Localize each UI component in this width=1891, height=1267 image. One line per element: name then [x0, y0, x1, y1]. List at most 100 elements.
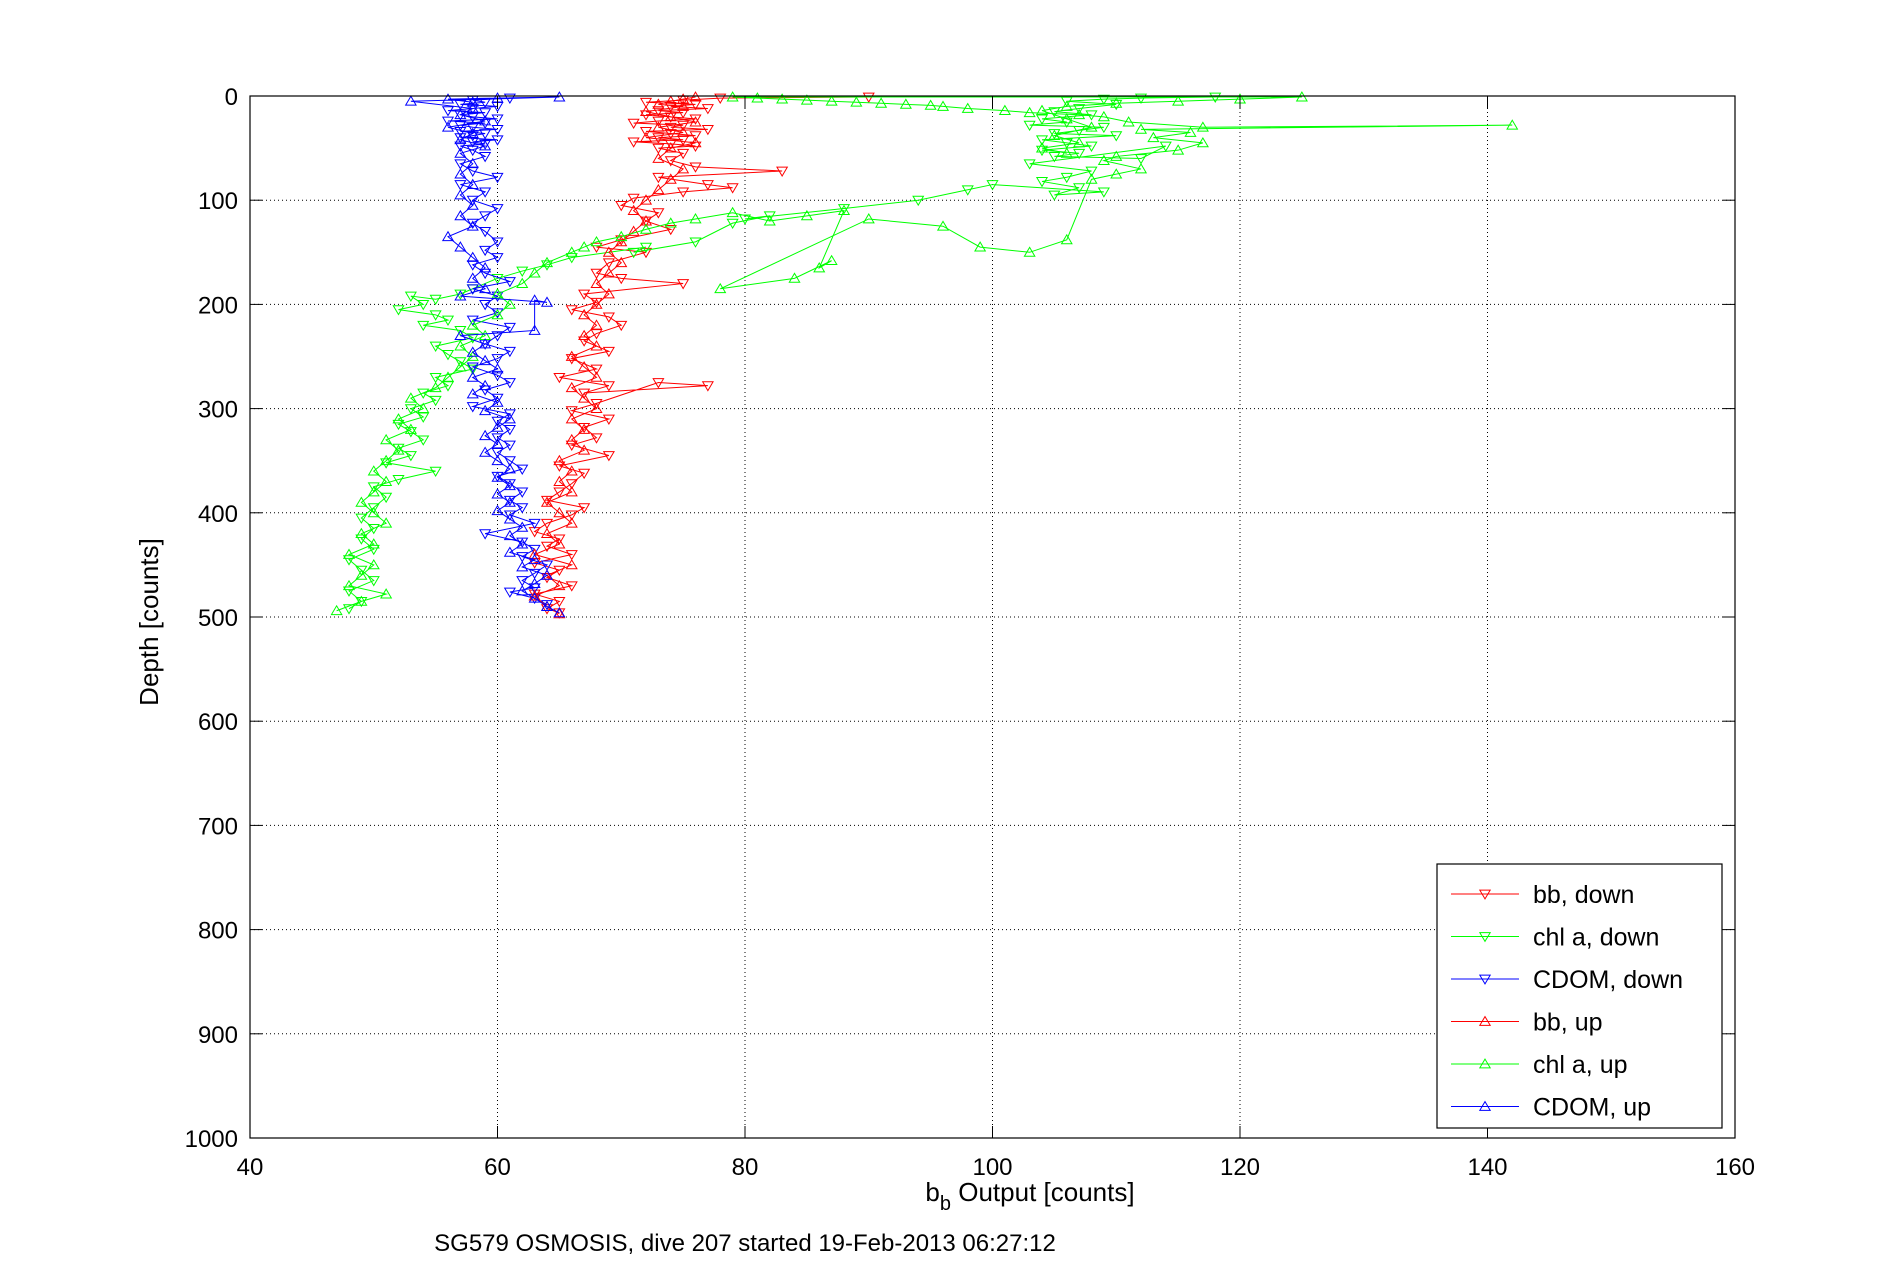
- data-point: [503, 479, 516, 491]
- data-point: [590, 298, 603, 309]
- data-point: [367, 538, 380, 549]
- data-point: [441, 93, 455, 104]
- data-point: [1048, 107, 1061, 118]
- data-point: [516, 585, 529, 596]
- y-axis-label: Depth [counts]: [134, 538, 164, 706]
- data-point: [998, 104, 1011, 115]
- data-point: [578, 241, 591, 252]
- data-point: [565, 479, 578, 490]
- data-point: [479, 129, 492, 140]
- data-point: [639, 223, 653, 234]
- data-point: [714, 93, 727, 105]
- data-point: [429, 294, 442, 306]
- data-point: [429, 341, 442, 353]
- data-point: [627, 137, 640, 148]
- data-point: [491, 504, 504, 516]
- data-point: [342, 579, 356, 591]
- data-point: [590, 340, 603, 351]
- data-point: [441, 350, 455, 361]
- data-point: [479, 262, 492, 273]
- legend-marker: [1478, 1058, 1492, 1069]
- data-point: [590, 277, 603, 288]
- data-point: [466, 104, 479, 115]
- data-point: [1048, 129, 1061, 140]
- data-point: [540, 604, 554, 615]
- legend-entry-4: chl a, up: [1451, 1051, 1628, 1079]
- data-point: [664, 102, 677, 113]
- y-tick-label: 100: [198, 188, 238, 215]
- data-point: [429, 310, 442, 321]
- data-point: [1073, 104, 1086, 115]
- data-point: [627, 193, 640, 205]
- data-point: [590, 433, 603, 444]
- data-point: [677, 187, 690, 198]
- data-point: [454, 133, 467, 145]
- data-point: [1209, 92, 1222, 103]
- data-point: [677, 120, 690, 132]
- data-point: [602, 312, 615, 323]
- data-point: [367, 465, 380, 476]
- data-point: [528, 592, 541, 603]
- data-point: [590, 319, 603, 330]
- data-point: [466, 346, 479, 357]
- data-point: [491, 370, 504, 382]
- data-point: [689, 131, 702, 142]
- data-point: [1110, 99, 1123, 111]
- data-point: [1110, 150, 1123, 161]
- data-point: [355, 527, 368, 539]
- data-point: [540, 569, 554, 580]
- data-point: [553, 475, 566, 486]
- data-point: [367, 503, 380, 514]
- data-point: [899, 98, 912, 109]
- data-point: [689, 237, 702, 248]
- data-point: [491, 447, 504, 459]
- data-point: [590, 371, 603, 382]
- legend-entry-2: CDOM, down: [1451, 966, 1683, 994]
- data-point: [342, 548, 356, 559]
- data-point: [862, 92, 875, 103]
- data-point: [553, 372, 566, 384]
- data-point: [454, 340, 467, 351]
- data-point: [1073, 136, 1086, 148]
- data-point: [479, 118, 492, 130]
- data-point: [417, 388, 430, 399]
- data-point: [837, 204, 851, 215]
- data-point: [639, 131, 653, 143]
- data-point: [1122, 116, 1135, 127]
- data-point: [355, 595, 368, 606]
- data-point: [850, 96, 863, 107]
- data-point: [652, 378, 665, 389]
- data-point: [429, 372, 442, 384]
- data-point: [441, 230, 455, 242]
- data-point: [466, 333, 479, 344]
- data-point: [961, 102, 974, 113]
- data-point: [479, 300, 492, 311]
- data-point: [689, 136, 702, 148]
- legend-label: bb, down: [1533, 881, 1634, 909]
- legend-marker: [1478, 1100, 1492, 1111]
- data-point: [491, 204, 504, 215]
- data-point: [875, 97, 888, 108]
- data-point: [1048, 129, 1061, 140]
- data-point: [578, 468, 591, 480]
- data-point: [466, 364, 479, 375]
- data-point: [491, 288, 504, 299]
- data-point: [479, 187, 492, 198]
- data-point: [491, 363, 504, 374]
- data-point: [1060, 112, 1073, 124]
- data-point: [553, 538, 566, 549]
- data-point: [540, 518, 554, 530]
- data-point: [652, 106, 665, 117]
- data-point: [528, 324, 541, 335]
- data-point: [590, 235, 603, 247]
- data-point: [491, 114, 504, 125]
- data-point: [503, 425, 516, 436]
- data-point: [380, 492, 393, 504]
- data-point: [454, 141, 467, 152]
- y-tick-label: 800: [198, 918, 238, 945]
- data-point: [479, 140, 492, 151]
- data-point: [491, 433, 504, 444]
- x-tick-label: 80: [732, 1154, 759, 1181]
- legend-marker: [1478, 889, 1492, 900]
